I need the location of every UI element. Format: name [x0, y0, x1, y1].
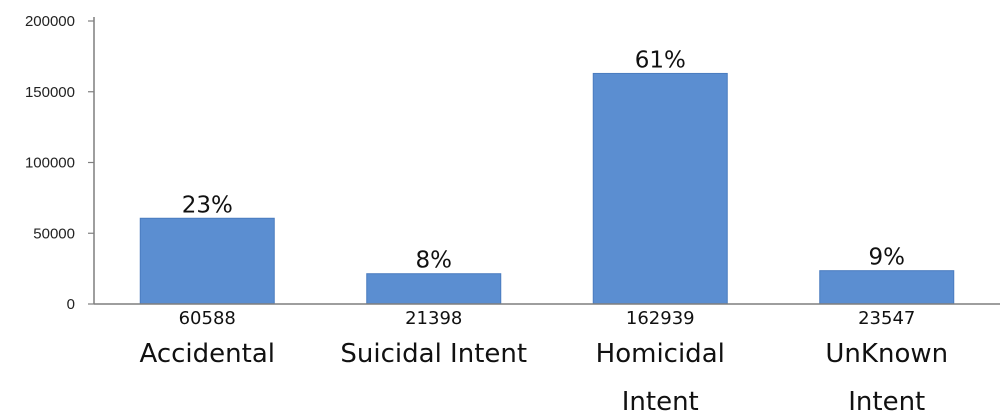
y-tick-label: 0 — [67, 296, 75, 313]
bar — [819, 270, 955, 305]
bar-labels: 23% 60588 8% 21398 61% 162939 9% 23547 — [179, 47, 916, 329]
category-label: UnKnown — [825, 339, 948, 369]
percent-label: 9% — [869, 245, 906, 271]
count-label: 162939 — [626, 308, 695, 329]
bar — [139, 217, 275, 305]
count-label: 21398 — [405, 308, 462, 329]
x-axis: Accidental Suicidal Intent Homicidal Intent… — [94, 303, 1000, 414]
bar — [366, 273, 502, 305]
count-label: 60588 — [179, 308, 236, 329]
percent-label: 61% — [635, 47, 686, 73]
bar — [592, 72, 728, 305]
category-label: Accidental — [140, 339, 275, 369]
percent-label: 8% — [416, 248, 453, 274]
category-label: Homicidal — [596, 339, 725, 369]
y-axis: 0 50000 100000 150000 200000 — [25, 13, 95, 313]
bars — [139, 72, 955, 305]
category-label: Intent — [622, 387, 699, 414]
y-tick-label: 100000 — [25, 155, 75, 172]
percent-label: 23% — [182, 192, 233, 218]
y-tick-label: 50000 — [33, 225, 75, 242]
category-label: Intent — [848, 387, 925, 414]
count-label: 23547 — [858, 308, 915, 329]
category-label: Suicidal Intent — [340, 339, 527, 369]
y-tick-label: 200000 — [25, 13, 75, 30]
y-tick-label: 150000 — [25, 84, 75, 101]
